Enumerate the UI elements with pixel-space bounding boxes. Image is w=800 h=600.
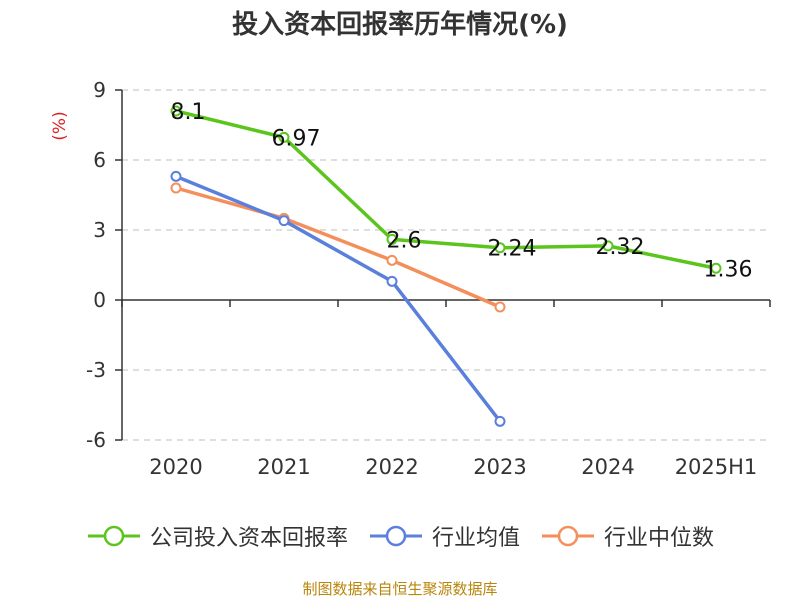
x-tick-label: 2024 <box>581 455 634 479</box>
data-label: 2.24 <box>488 237 537 262</box>
data-label: 8.1 <box>171 100 206 125</box>
source-note: 制图数据来自恒生聚源数据库 <box>302 580 498 598</box>
chart-title: 投入资本回报率历年情况(%) <box>232 10 568 40</box>
data-point-company <box>170 105 182 117</box>
data-label: 2.32 <box>596 235 645 260</box>
data-point-industry_median <box>494 301 506 313</box>
legend-swatch-industry-median <box>542 525 594 547</box>
y-tick-label: -3 <box>86 358 106 382</box>
series-line-industry_avg <box>175 174 502 423</box>
legend-label-industry-avg: 行业均值 <box>431 526 520 551</box>
series-line-industry_median <box>175 186 501 309</box>
data-label: 6.97 <box>272 126 321 151</box>
x-tick-label: 2022 <box>365 455 418 479</box>
x-tick-label: 2021 <box>257 455 310 479</box>
data-point-industry_median <box>386 254 398 266</box>
y-tick-label: 3 <box>93 218 106 242</box>
y-axis-label: (%) <box>50 111 70 140</box>
legend-swatch-company <box>87 525 140 547</box>
data-point-industry_median <box>170 182 182 194</box>
data-label: 1.36 <box>704 257 753 282</box>
data-point-industry_avg <box>278 215 290 227</box>
legend-item-industry-median[interactable]: 行业中位数 <box>540 520 714 552</box>
data-point-company <box>602 240 614 252</box>
data-point-industry_avg <box>494 415 506 427</box>
data-point-industry_avg <box>170 170 182 182</box>
data-point-company <box>386 233 398 245</box>
series-line-company <box>175 109 717 270</box>
legend: 公司投入资本回报率 行业均值 行业中位数 <box>0 518 800 554</box>
data-point-company <box>494 242 506 254</box>
x-tick-label: 2025H1 <box>675 455 758 479</box>
x-tick-label: 2023 <box>473 455 526 479</box>
legend-swatch-industry-avg <box>369 525 422 547</box>
y-tick-label: 9 <box>93 78 106 102</box>
data-point-company <box>710 262 722 274</box>
y-tick-label: 6 <box>93 148 106 172</box>
legend-label-company: 公司投入资本回报率 <box>149 526 348 551</box>
legend-label-industry-median: 行业中位数 <box>604 526 715 551</box>
data-point-industry_avg <box>386 275 398 287</box>
x-tick-label: 2020 <box>149 455 202 479</box>
y-tick-label: -6 <box>86 428 106 452</box>
legend-item-industry-avg[interactable]: 行业均值 <box>368 520 520 552</box>
data-label: 2.6 <box>387 228 422 253</box>
legend-item-company[interactable]: 公司投入资本回报率 <box>86 520 348 552</box>
data-point-company <box>278 131 290 143</box>
y-tick-label: 0 <box>93 288 106 312</box>
